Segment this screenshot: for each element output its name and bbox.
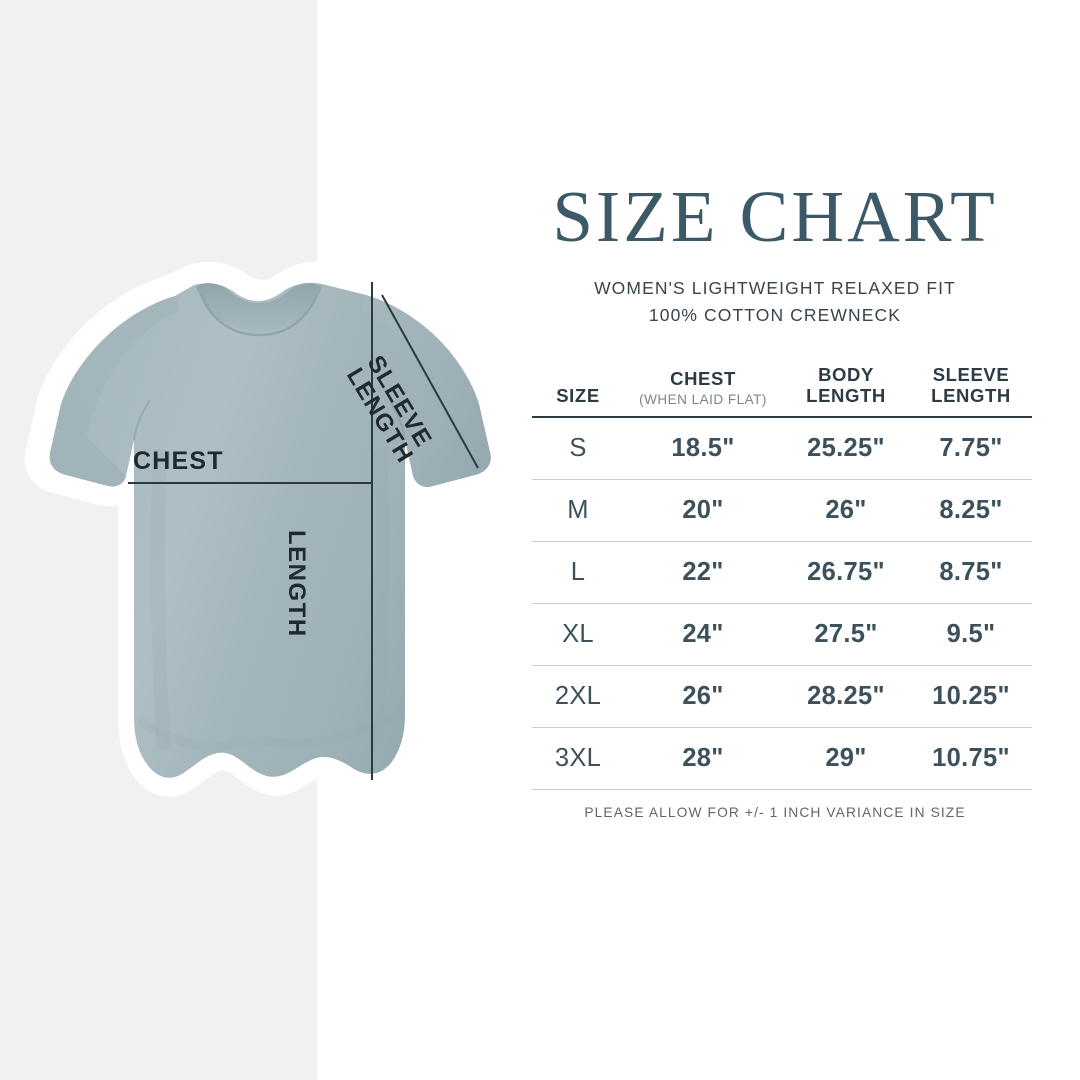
cell-size: L (570, 557, 586, 586)
measurement-line-sleeve (381, 294, 479, 469)
subtitle-line-2: 100% COTTON CREWNECK (648, 305, 902, 326)
column-header-body-length-line1: BODY (818, 364, 874, 386)
shirt-body (49, 282, 491, 778)
cell-body-length: 27.5" (814, 619, 878, 648)
shirt-collar (196, 283, 322, 332)
cell-chest: 28" (682, 743, 724, 772)
column-header-chest-sublabel: (WHEN LAID FLAT) (639, 391, 767, 407)
column-header-sleeve-length-line2: LENGTH (931, 384, 1011, 406)
table-header-row: SIZE CHEST (WHEN LAID FLAT) BODY LENGTH … (532, 364, 1032, 417)
cell-size: XL (562, 619, 594, 648)
cell-body-length: 29" (825, 743, 867, 772)
cell-sleeve-length: 7.75" (939, 433, 1003, 462)
subtitle-line-1: WOMEN'S LIGHTWEIGHT RELAXED FIT (594, 278, 956, 298)
table-row: L 22" 26.75" 8.75" (532, 541, 1032, 604)
table-row: XL 24" 27.5" 9.5" (532, 603, 1032, 666)
cell-size: S (569, 433, 587, 462)
shirt-fold-shadow-left (150, 449, 171, 751)
size-chart-panel: SIZE CHART WOMEN'S LIGHTWEIGHT RELAXED F… (505, 180, 1045, 820)
column-header-size-label: SIZE (556, 384, 600, 406)
table-row: M 20" 26" 8.25" (532, 479, 1032, 542)
product-image-panel: CHEST LENGTH SLEEVE LENGTH (24, 261, 524, 798)
column-header-size: SIZE (532, 365, 624, 416)
cell-chest: 20" (682, 495, 724, 524)
shirt-sleeve-right (361, 295, 491, 487)
cell-size: M (567, 495, 589, 524)
shirt-seam-left (132, 399, 151, 441)
cell-sleeve-length: 10.75" (932, 743, 1010, 772)
shirt-hem-shadow (137, 708, 405, 751)
column-header-sleeve-length: SLEEVE LENGTH (910, 364, 1032, 416)
cell-body-length: 25.25" (807, 433, 885, 462)
cell-chest: 24" (682, 619, 724, 648)
cell-chest: 18.5" (671, 433, 735, 462)
column-header-body-length-line2: LENGTH (806, 384, 886, 406)
shirt-collar-inner-edge (199, 294, 319, 337)
cell-chest: 22" (682, 557, 724, 586)
variance-footnote: PLEASE ALLOW FOR +/- 1 INCH VARIANCE IN … (584, 804, 966, 820)
table-body: S 18.5" 25.25" 7.75" M 20" 26" 8.25" L 2… (532, 417, 1032, 790)
background-panel-right (317, 0, 1080, 1080)
shirt-label-length: LENGTH (283, 530, 310, 638)
shirt-sleeve-left (49, 296, 180, 487)
cell-sleeve-length: 9.5" (946, 619, 996, 648)
page-title: SIZE CHART (552, 176, 998, 257)
column-header-body-length: BODY LENGTH (782, 364, 910, 416)
column-header-sleeve-length-line1: SLEEVE (932, 364, 1010, 386)
product-subtitle: WOMEN'S LIGHTWEIGHT RELAXED FIT 100% COT… (505, 275, 1045, 329)
cell-sleeve-length: 8.75" (939, 557, 1003, 586)
size-measurements-table: SIZE CHEST (WHEN LAID FLAT) BODY LENGTH … (532, 364, 1032, 790)
cell-body-length: 26.75" (807, 557, 885, 586)
table-row: 3XL 28" 29" 10.75" (532, 727, 1032, 790)
cell-sleeve-length: 10.25" (932, 681, 1010, 710)
tshirt-illustration (24, 261, 524, 798)
shirt-label-chest: CHEST (133, 447, 224, 475)
table-row: S 18.5" 25.25" 7.75" (532, 417, 1032, 480)
cell-size: 3XL (554, 743, 602, 772)
cell-body-length: 28.25" (807, 681, 885, 710)
table-header: SIZE CHEST (WHEN LAID FLAT) BODY LENGTH … (532, 364, 1032, 417)
column-header-chest-label: CHEST (670, 367, 736, 389)
shirt-fold-shadow-right (369, 449, 390, 747)
cell-body-length: 26" (825, 495, 867, 524)
table-row: 2XL 26" 28.25" 10.25" (532, 665, 1032, 728)
column-header-chest: CHEST (WHEN LAID FLAT) (624, 365, 782, 416)
shirt-seam-right (388, 399, 407, 441)
cell-chest: 26" (682, 681, 724, 710)
cell-sleeve-length: 8.25" (939, 495, 1003, 524)
cell-size: 2XL (554, 681, 602, 710)
